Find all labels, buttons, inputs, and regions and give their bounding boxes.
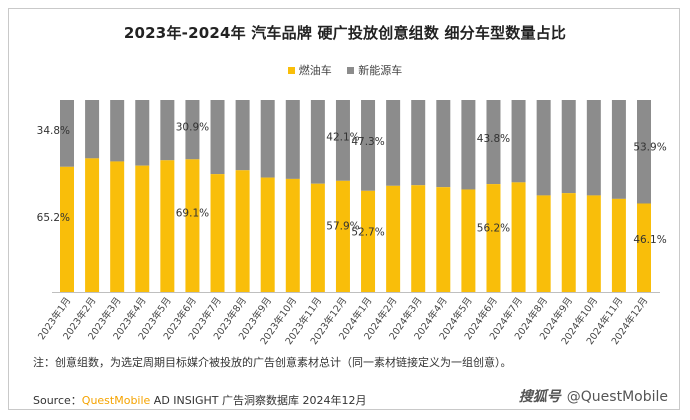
bar-nev-20 (561, 100, 576, 194)
bar-fuel-11 (335, 180, 350, 292)
legend-swatch-nev (347, 67, 355, 74)
bar-nev-17 (486, 100, 501, 185)
legend-item-nev: 新能源车 (347, 62, 402, 78)
bar-nev-21 (586, 100, 601, 196)
data-label-nev-0: 34.8% (37, 125, 70, 137)
legend-item-fuel: 燃油车 (287, 62, 332, 78)
data-label-nev-12: 47.3% (351, 136, 384, 148)
source-prefix: Source： (33, 394, 82, 407)
data-label-fuel-23: 46.1% (633, 234, 666, 246)
bar-fuel-9 (285, 178, 300, 292)
bar-nev-3 (135, 100, 150, 166)
bar-nev-11 (335, 100, 350, 181)
source-line: Source：QuestMobile AD INSIGHT 广告洞察数据库 20… (33, 392, 367, 408)
data-label-fuel-11: 57.9% (326, 220, 359, 232)
bar-fuel-7 (235, 170, 250, 292)
data-label-fuel-5: 69.1% (176, 207, 209, 219)
legend-label-nev: 新能源车 (358, 64, 403, 77)
bar-fuel-13 (386, 185, 401, 292)
bar-fuel-22 (611, 198, 626, 292)
bar-fuel-8 (260, 177, 275, 292)
bar-nev-10 (310, 100, 325, 184)
legend-swatch-fuel (287, 67, 295, 74)
bar-nev-23 (637, 100, 651, 204)
bar-fuel-6 (210, 174, 225, 292)
bar-nev-18 (511, 100, 526, 183)
bar-fuel-3 (135, 165, 150, 292)
watermark: 搜狐号 @QuestMobile (519, 386, 668, 406)
bar-fuel-14 (411, 185, 426, 292)
bar-fuel-18 (511, 182, 526, 292)
bar-fuel-16 (461, 189, 476, 292)
bar-nev-13 (386, 100, 401, 186)
bar-nev-7 (235, 100, 250, 171)
source-brand: QuestMobile (81, 394, 151, 407)
bar-nev-6 (210, 100, 225, 175)
bar-fuel-1 (85, 158, 100, 292)
legend: 燃油车 新能源车 (0, 62, 690, 78)
bar-fuel-4 (160, 160, 175, 292)
bar-nev-14 (411, 100, 426, 186)
bar-nev-16 (461, 100, 476, 190)
source-rest: AD INSIGHT 广告洞察数据库 2024年12月 (150, 394, 367, 407)
bar-nev-12 (361, 100, 376, 191)
bar-nev-2 (110, 100, 125, 162)
bar-nev-15 (436, 100, 451, 188)
data-label-nev-5: 30.9% (176, 122, 209, 134)
bar-fuel-12 (361, 190, 376, 292)
data-label-fuel-0: 65.2% (37, 212, 70, 224)
bar-fuel-15 (436, 187, 451, 292)
data-label-fuel-17: 56.2% (477, 222, 510, 234)
stacked-bar-chart: 2023年1月2023年2月2023年3月2023年4月2023年5月2023年… (35, 100, 667, 347)
bar-nev-0 (60, 100, 74, 167)
watermark-logo: 搜狐号 (518, 389, 561, 405)
bar-nev-4 (160, 100, 175, 161)
bar-nev-22 (611, 100, 626, 199)
bar-nev-8 (260, 100, 275, 178)
bar-nev-9 (285, 100, 300, 179)
bar-fuel-23 (637, 203, 651, 292)
bar-nev-1 (85, 100, 100, 159)
bar-nev-5 (185, 100, 200, 160)
footnote: 注：创意组数，为选定周期目标媒介被投放的广告创意素材总计（同一素材链接定义为一组… (33, 356, 512, 369)
bar-fuel-2 (110, 161, 125, 292)
bar-nev-19 (536, 100, 551, 196)
bar-fuel-5 (185, 159, 200, 292)
data-label-nev-17: 43.8% (477, 133, 510, 145)
bar-fuel-19 (536, 195, 551, 292)
bar-fuel-10 (310, 183, 325, 292)
data-label-fuel-12: 52.7% (351, 226, 384, 238)
data-label-nev-23: 53.9% (633, 142, 666, 154)
bar-fuel-20 (561, 193, 576, 292)
legend-label-fuel: 燃油车 (298, 64, 332, 77)
bar-fuel-0 (60, 166, 74, 292)
bar-fuel-21 (586, 195, 601, 292)
bar-fuel-17 (486, 184, 501, 292)
chart-title: 2023年-2024年 汽车品牌 硬广投放创意组数 细分车型数量占比 (123, 24, 567, 42)
data-label-nev-11: 42.1% (326, 131, 359, 143)
watermark-handle: @QuestMobile (566, 389, 668, 405)
